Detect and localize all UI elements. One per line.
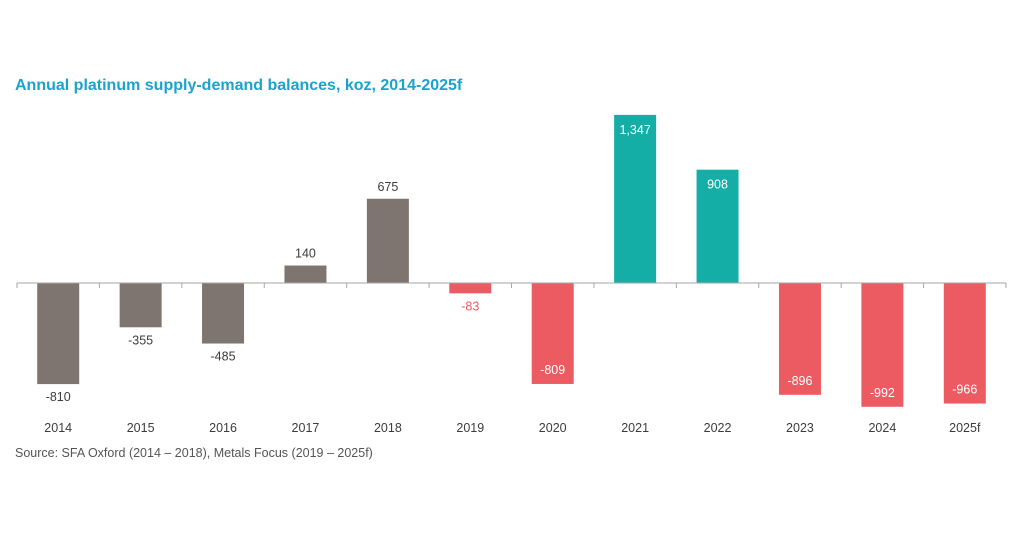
x-tick-label-2017: 2017 xyxy=(292,421,320,435)
x-tick-label-2018: 2018 xyxy=(374,421,402,435)
value-label-2021: 1,347 xyxy=(619,123,650,137)
x-tick-label-2023: 2023 xyxy=(786,421,814,435)
value-label-2024: -992 xyxy=(870,386,895,400)
x-tick-label-2024: 2024 xyxy=(868,421,896,435)
x-tick-label-2014: 2014 xyxy=(44,421,72,435)
value-label-2018: 675 xyxy=(377,180,398,194)
chart-source-note: Source: SFA Oxford (2014 – 2018), Metals… xyxy=(15,446,373,460)
value-label-2023: -896 xyxy=(787,374,812,388)
bar-2024[interactable] xyxy=(861,283,904,407)
bar-2020[interactable] xyxy=(531,283,574,384)
bar-2025f[interactable] xyxy=(943,283,986,404)
x-tick-label-2025f: 2025f xyxy=(949,421,981,435)
bar-2019[interactable] xyxy=(449,283,492,294)
value-label-2016: -485 xyxy=(211,350,236,364)
x-tick-label-2020: 2020 xyxy=(539,421,567,435)
value-label-2015: -355 xyxy=(128,333,153,347)
bar-2018[interactable] xyxy=(366,198,409,283)
bar-2015[interactable] xyxy=(119,283,162,328)
bar-2022[interactable] xyxy=(696,169,739,283)
value-label-2022: 908 xyxy=(707,178,728,192)
x-tick-label-2021: 2021 xyxy=(621,421,649,435)
chart-title: Annual platinum supply-demand balances, … xyxy=(15,77,463,94)
x-tick-label-2019: 2019 xyxy=(456,421,484,435)
value-label-2017: 140 xyxy=(295,247,316,261)
x-tick-label-2016: 2016 xyxy=(209,421,237,435)
x-tick-label-2015: 2015 xyxy=(127,421,155,435)
bar-2023[interactable] xyxy=(778,283,821,395)
value-label-2019: -83 xyxy=(461,299,479,313)
value-label-2020: -809 xyxy=(540,363,565,377)
x-tick-label-2022: 2022 xyxy=(704,421,732,435)
bar-2014[interactable] xyxy=(37,283,80,385)
value-label-2014: -810 xyxy=(46,390,71,404)
bar-2021[interactable] xyxy=(614,114,657,283)
bar-2016[interactable] xyxy=(202,283,245,344)
bar-2017[interactable] xyxy=(284,265,327,283)
value-label-2025f: -966 xyxy=(952,383,977,397)
